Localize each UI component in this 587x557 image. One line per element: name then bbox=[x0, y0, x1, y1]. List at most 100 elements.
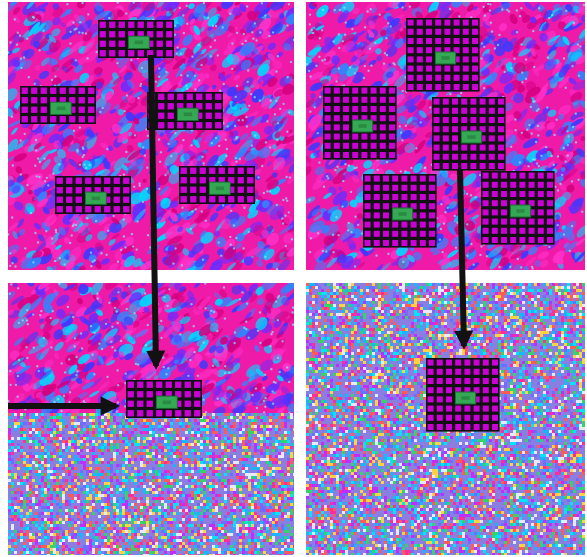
grid-cell bbox=[218, 196, 225, 203]
texture-speck bbox=[516, 257, 519, 261]
texture-blob bbox=[270, 395, 287, 407]
texture-blob bbox=[75, 377, 83, 384]
noise-pixel bbox=[23, 452, 26, 455]
grid-center-dot bbox=[467, 135, 476, 139]
texture-blob bbox=[100, 142, 110, 150]
texture-speck bbox=[104, 322, 108, 326]
texture-blob bbox=[15, 166, 23, 174]
texture-speck bbox=[263, 373, 267, 376]
texture-blob bbox=[169, 165, 179, 174]
texture-speck bbox=[312, 31, 315, 35]
noise-pixel bbox=[116, 422, 119, 425]
grid-cell bbox=[205, 103, 212, 110]
grid-cell bbox=[167, 112, 174, 119]
noise-pixel bbox=[59, 437, 62, 440]
grid-cell bbox=[21, 116, 28, 123]
noise-pixel bbox=[182, 437, 185, 440]
grid-cell bbox=[426, 19, 432, 26]
noise-pixel bbox=[62, 455, 65, 458]
texture-blob bbox=[539, 32, 548, 42]
grid-cell bbox=[392, 175, 399, 182]
texture-blob bbox=[203, 133, 214, 143]
noise-pixel bbox=[107, 437, 110, 440]
noise-pixel bbox=[83, 428, 86, 431]
grid-layer bbox=[20, 20, 255, 214]
texture-speck bbox=[319, 95, 322, 99]
texture-speck bbox=[185, 84, 188, 87]
texture-blob bbox=[164, 254, 179, 266]
texture-blob bbox=[56, 380, 70, 389]
texture-blob bbox=[109, 108, 117, 114]
noise-pixel bbox=[56, 434, 59, 437]
texture-blob bbox=[133, 258, 142, 268]
grid-cell bbox=[392, 194, 399, 200]
noise-pixel bbox=[107, 422, 110, 425]
texture-blob bbox=[560, 167, 566, 172]
noise-pixel bbox=[17, 437, 20, 440]
texture-blob bbox=[575, 237, 585, 246]
texture-blob bbox=[239, 3, 247, 13]
texture-blob bbox=[274, 248, 287, 263]
noise-pixel bbox=[251, 428, 254, 431]
texture-speck bbox=[556, 223, 559, 227]
grid-cell bbox=[452, 144, 458, 151]
texture-speck bbox=[526, 128, 529, 131]
noise-pixel bbox=[23, 434, 26, 437]
noise-pixel bbox=[287, 440, 290, 443]
texture-speck bbox=[244, 39, 248, 43]
noise-pixel bbox=[275, 425, 278, 428]
grid-cell bbox=[373, 203, 380, 210]
grid-cell bbox=[479, 107, 486, 114]
texture-blob bbox=[198, 219, 206, 228]
texture-blob bbox=[9, 350, 20, 360]
texture-speck bbox=[181, 206, 184, 209]
texture-blob bbox=[78, 330, 90, 340]
noise-pixel bbox=[290, 443, 293, 446]
texture-blob bbox=[13, 16, 21, 23]
texture-speck bbox=[111, 325, 114, 328]
texture-blob bbox=[79, 265, 86, 270]
texture-speck bbox=[157, 138, 161, 141]
texture-blob bbox=[65, 324, 75, 334]
texture-speck bbox=[165, 373, 168, 376]
texture-blob bbox=[479, 61, 493, 73]
noise-pixel bbox=[134, 452, 137, 455]
noise-pixel bbox=[116, 434, 119, 437]
grid-cell bbox=[479, 144, 486, 151]
noise-pixel bbox=[287, 419, 290, 422]
grid-cell bbox=[379, 142, 386, 149]
texture-blob bbox=[283, 215, 293, 225]
grid-cell bbox=[491, 200, 498, 207]
noise-pixel bbox=[74, 446, 77, 449]
grid-cell bbox=[209, 167, 216, 174]
texture-speck bbox=[318, 37, 321, 40]
noise-pixel bbox=[194, 449, 197, 452]
texture-blob bbox=[564, 241, 579, 253]
texture-blob bbox=[122, 95, 128, 104]
texture-speck bbox=[551, 13, 554, 17]
texture-speck bbox=[52, 172, 55, 175]
texture-speck bbox=[14, 383, 18, 387]
noise-pixel bbox=[245, 440, 248, 443]
texture-speck bbox=[235, 31, 239, 35]
texture-blob bbox=[227, 25, 236, 34]
grid-cell bbox=[177, 93, 184, 100]
texture-speck bbox=[19, 139, 22, 142]
texture-speck bbox=[545, 145, 548, 149]
grid-cell bbox=[364, 194, 371, 200]
texture-blob bbox=[22, 59, 33, 70]
noise-pixel bbox=[38, 434, 41, 437]
grid-cell bbox=[66, 187, 73, 194]
texture-blob bbox=[200, 26, 205, 33]
noise-pixel bbox=[71, 416, 74, 419]
noise-pixel bbox=[134, 440, 137, 443]
texture-speck bbox=[242, 247, 245, 250]
texture-blob bbox=[248, 283, 258, 292]
grid-cell bbox=[444, 65, 451, 72]
noise-pixel bbox=[182, 422, 185, 425]
texture-blob bbox=[323, 192, 332, 199]
texture-blob bbox=[555, 214, 561, 220]
texture-speck bbox=[142, 146, 145, 149]
noise-pixel bbox=[260, 419, 263, 422]
noise-pixel bbox=[227, 422, 230, 425]
